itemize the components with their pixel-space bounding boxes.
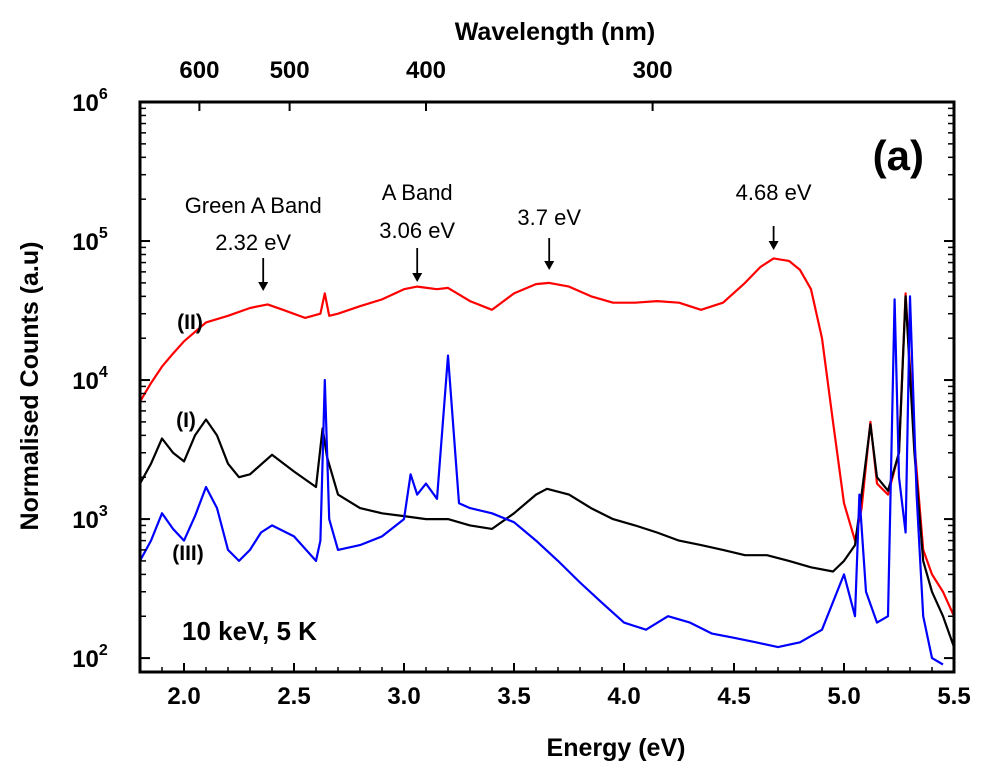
panel-label: (a) <box>873 132 924 179</box>
series-line-0 <box>140 257 954 617</box>
x-tick-label: 5.5 <box>937 683 970 710</box>
series-label: (III) <box>172 542 204 565</box>
series-line-1 <box>140 295 954 648</box>
ticks-layer: 2.0 2.5 3.0 3.5 4.0 4.5 5.0 5.5 600 500 400 300 102 1… <box>72 57 970 710</box>
annotation-arrowhead <box>768 241 779 250</box>
y-tick-label: 104 <box>72 364 108 395</box>
x-tick-label: 2.0 <box>167 683 200 710</box>
x-tick-label: 5.0 <box>827 683 860 710</box>
annotation-label: 2.32 eV <box>215 230 291 255</box>
condition-label: 10 keV, 5 K <box>182 616 317 646</box>
x-tick-label: 2.5 <box>277 683 310 710</box>
annotation-arrowhead <box>544 261 555 270</box>
annotation-label: 4.68 eV <box>736 180 812 205</box>
annotation-label: 3.06 eV <box>379 218 455 243</box>
x2-axis-label: Wavelength (nm) <box>455 18 655 46</box>
y-tick-label: 102 <box>72 642 108 673</box>
series-label: (I) <box>176 409 196 432</box>
x-tick-label: 3.0 <box>387 683 420 710</box>
y-tick-label: 105 <box>72 225 108 256</box>
labels-layer: Green A Band 2.32 eV A Band 3.06 eV 3.7 eV 4.… <box>172 180 812 565</box>
x-tick-label: 3.5 <box>497 683 530 710</box>
y-tick-label: 103 <box>72 503 108 534</box>
y-tick-label: 106 <box>72 86 108 117</box>
annotation-arrowhead <box>412 273 423 282</box>
x2-tick-label: 300 <box>633 57 673 84</box>
plot-frame <box>138 100 956 674</box>
x2-tick-label: 600 <box>179 57 219 84</box>
annotation-label: A Band <box>382 180 453 205</box>
annotation-arrowhead <box>258 282 269 291</box>
x2-tick-label: 500 <box>270 57 310 84</box>
x-tick-label: 4.5 <box>717 683 750 710</box>
series-label: (II) <box>177 311 203 334</box>
y-axis-label: Normalised Counts (a.u) <box>16 242 44 531</box>
x-axis-label: Energy (eV) <box>547 734 686 762</box>
annotation-label: Green A Band <box>185 193 322 218</box>
x-tick-label: 4.0 <box>607 683 640 710</box>
series-line-2 <box>140 295 944 666</box>
annotation-label: 3.7 eV <box>517 205 581 230</box>
series-layer <box>140 257 954 666</box>
x2-tick-label: 400 <box>406 57 446 84</box>
